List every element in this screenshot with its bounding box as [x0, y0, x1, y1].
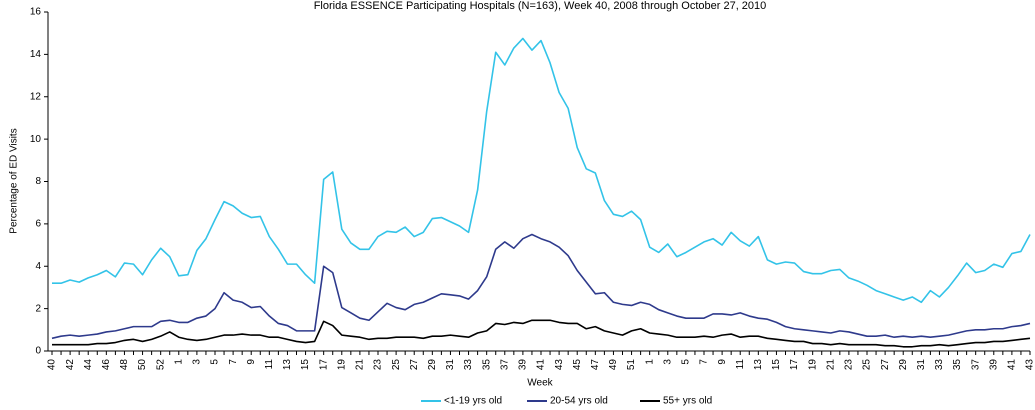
y-tick-label: 2 [35, 303, 41, 314]
x-tick-label: 51 [626, 359, 637, 371]
x-tick-label: 13 [753, 359, 764, 371]
x-tick-label: 23 [844, 359, 855, 371]
x-tick-label: 7 [228, 359, 239, 365]
x-tick-label: 15 [771, 359, 782, 371]
chart-title: Florida ESSENCE Participating Hospitals … [314, 0, 767, 12]
x-tick-label: 29 [427, 359, 438, 371]
legend-label: 55+ yrs old [663, 396, 712, 407]
x-tick-label: 11 [735, 359, 746, 370]
x-tick-label: 43 [554, 359, 565, 371]
x-tick-label: 35 [952, 359, 963, 371]
x-tick-label: 44 [83, 359, 94, 371]
x-tick-label: 37 [499, 359, 510, 371]
x-tick-label: 43 [1025, 359, 1035, 371]
series-line [52, 319, 1031, 348]
x-tick-label: 5 [210, 359, 221, 365]
series-line [51, 233, 1031, 340]
x-tick-label: 29 [898, 359, 909, 371]
x-tick-label: 49 [608, 359, 619, 371]
x-tick-label: 42 [65, 359, 76, 371]
x-tick-label: 39 [518, 359, 529, 371]
x-tick-label: 27 [409, 359, 420, 371]
x-tick-label: 9 [717, 359, 728, 365]
x-tick-label: 46 [101, 359, 112, 371]
x-tick-label: 21 [355, 359, 366, 371]
x-tick-label: 1 [173, 359, 184, 365]
y-tick-label: 0 [35, 346, 41, 357]
x-tick-label: 45 [572, 359, 583, 371]
x-tick-label: 41 [1007, 359, 1018, 371]
legend-label: <1-19 yrs old [444, 396, 502, 407]
y-tick-label: 14 [30, 49, 42, 60]
x-tick-label: 1 [644, 359, 655, 365]
x-tick-label: 31 [916, 359, 927, 371]
y-tick-label: 4 [35, 261, 41, 272]
x-tick-label: 5 [681, 359, 692, 365]
x-axis-label: Week [527, 378, 553, 389]
x-tick-label: 19 [807, 359, 818, 371]
x-tick-label: 17 [318, 359, 329, 371]
x-tick-label: 21 [825, 359, 836, 371]
x-tick-label: 17 [789, 359, 800, 371]
x-tick-label: 3 [662, 359, 673, 365]
x-tick-label: 25 [862, 359, 873, 371]
x-tick-label: 27 [880, 359, 891, 371]
x-tick-label: 40 [47, 359, 58, 371]
legend-label: 20-54 yrs old [550, 396, 608, 407]
y-axis-label: Percentage of ED Visits [9, 128, 20, 233]
x-tick-label: 33 [934, 359, 945, 371]
x-tick-label: 39 [988, 359, 999, 371]
y-tick-label: 10 [30, 134, 42, 145]
x-tick-label: 52 [155, 359, 166, 371]
y-tick-label: 6 [35, 219, 41, 230]
x-tick-label: 35 [481, 359, 492, 371]
x-tick-label: 41 [536, 359, 547, 371]
x-tick-label: 13 [282, 359, 293, 371]
y-tick-label: 16 [30, 7, 42, 18]
x-tick-label: 47 [590, 359, 601, 371]
y-tick-label: 8 [35, 176, 41, 187]
y-tick-label: 12 [30, 91, 42, 102]
series-line [52, 37, 1031, 304]
x-tick-label: 3 [192, 359, 203, 365]
x-tick-label: 7 [699, 359, 710, 365]
x-tick-label: 31 [445, 359, 456, 371]
x-tick-label: 50 [137, 359, 148, 371]
x-tick-label: 9 [246, 359, 257, 365]
x-tick-label: 48 [119, 359, 130, 371]
x-tick-label: 19 [336, 359, 347, 371]
x-tick-label: 37 [970, 359, 981, 371]
x-tick-label: 11 [264, 359, 275, 370]
x-tick-label: 33 [463, 359, 474, 371]
x-tick-label: 15 [300, 359, 311, 371]
x-tick-label: 25 [391, 359, 402, 371]
x-tick-label: 23 [373, 359, 384, 371]
